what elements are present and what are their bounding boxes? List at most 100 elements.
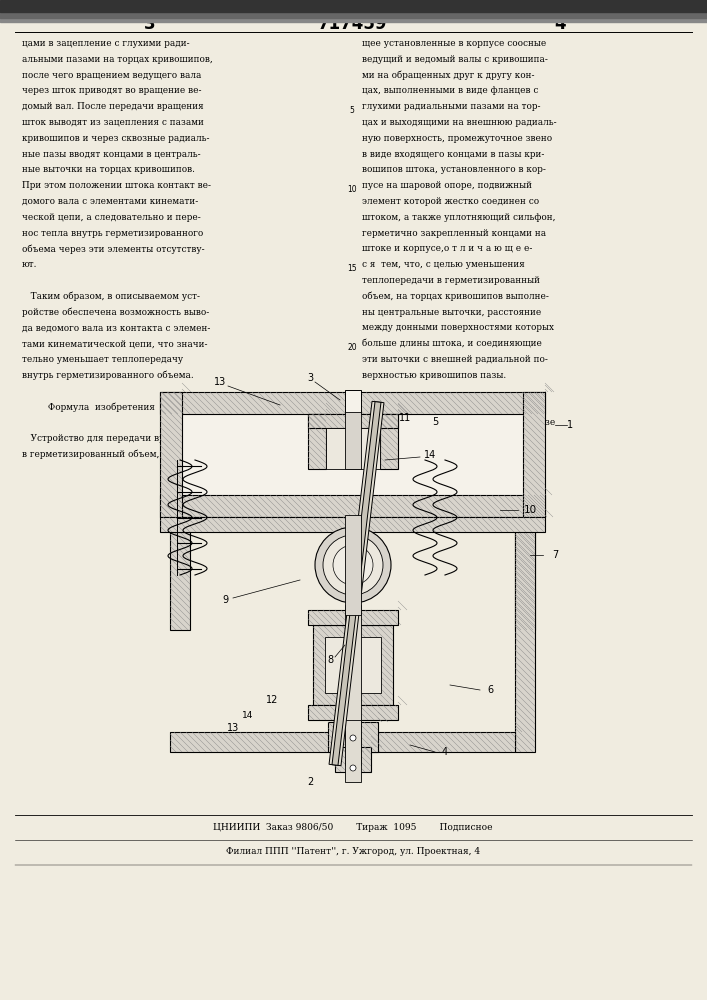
Text: в герметизированный объем, содержа-: в герметизированный объем, содержа- — [22, 450, 206, 459]
Text: ную поверхность, промежуточное звено: ную поверхность, промежуточное звено — [362, 134, 552, 143]
Polygon shape — [329, 401, 384, 766]
Text: глухими радиальными пазами на тор-: глухими радиальными пазами на тор- — [362, 102, 540, 111]
Text: Таким образом, в описываемом уст-: Таким образом, в описываемом уст- — [22, 292, 200, 301]
Text: 5: 5 — [349, 106, 354, 115]
Circle shape — [333, 545, 373, 585]
Text: кл. 74-18.1, 1948 (прототип).: кл. 74-18.1, 1948 (прототип). — [362, 450, 498, 459]
Text: домого вала с элементами кинемати-: домого вала с элементами кинемати- — [22, 197, 198, 206]
Text: элемент которой жестко соединен со: элемент которой жестко соединен со — [362, 197, 539, 206]
Text: ведущий и ведомый валы с кривошипа-: ведущий и ведомый валы с кривошипа- — [362, 55, 548, 64]
Text: альными пазами на торцах кривошипов,: альными пазами на торцах кривошипов, — [22, 55, 213, 64]
Text: 10: 10 — [347, 185, 357, 194]
Text: ют.: ют. — [22, 260, 37, 269]
Text: 8: 8 — [327, 655, 333, 665]
Text: 3: 3 — [307, 373, 313, 383]
Bar — [515, 517, 535, 752]
Text: 9: 9 — [222, 595, 228, 605]
Text: объем, на торцах кривошипов выполне-: объем, на торцах кривошипов выполне- — [362, 292, 549, 301]
Text: Формула  изобретения: Формула изобретения — [22, 402, 155, 412]
Bar — [335, 747, 371, 772]
Text: 13: 13 — [227, 723, 239, 733]
Text: 4: 4 — [554, 15, 566, 33]
Circle shape — [323, 535, 383, 595]
Bar — [160, 517, 545, 532]
Text: ные выточки на торцах кривошипов.: ные выточки на торцах кривошипов. — [22, 165, 195, 174]
Bar — [345, 390, 361, 416]
Text: 717459: 717459 — [318, 15, 387, 33]
Text: Устройство для передачи вращения: Устройство для передачи вращения — [22, 434, 201, 443]
Text: 14: 14 — [243, 712, 254, 720]
Text: 1. Патент США № 2454340,: 1. Патент США № 2454340, — [362, 434, 500, 443]
Text: герметично закрепленный концами на: герметично закрепленный концами на — [362, 229, 546, 238]
Text: цах и выходящими на внешнюю радиаль-: цах и выходящими на внешнюю радиаль- — [362, 118, 556, 127]
Text: объема через эти элементы отсутству-: объема через эти элементы отсутству- — [22, 244, 204, 254]
Bar — [160, 392, 182, 517]
Text: ройстве обеспечена возможность выво-: ройстве обеспечена возможность выво- — [22, 308, 209, 317]
Text: больше длины штока, и соединяющие: больше длины штока, и соединяющие — [362, 339, 542, 348]
Text: 7: 7 — [552, 550, 558, 560]
Bar — [160, 392, 545, 414]
Bar — [515, 532, 535, 630]
Text: штоке и корпусе,о т л и ч а ю щ е е-: штоке и корпусе,о т л и ч а ю щ е е- — [362, 244, 532, 253]
Text: 11: 11 — [399, 413, 411, 423]
Text: после чего вращением ведущего вала: после чего вращением ведущего вала — [22, 71, 201, 80]
Text: 4: 4 — [442, 747, 448, 757]
Bar — [160, 495, 545, 517]
Text: 15: 15 — [347, 264, 357, 273]
Bar — [308, 414, 398, 428]
Bar — [345, 605, 361, 765]
Text: 14: 14 — [424, 450, 436, 460]
Circle shape — [350, 765, 356, 771]
Text: цах, выполненными в виде фланцев с: цах, выполненными в виде фланцев с — [362, 86, 538, 95]
Bar — [345, 720, 361, 782]
Bar — [380, 414, 398, 469]
Text: шток выводят из зацепления с пазами: шток выводят из зацепления с пазами — [22, 118, 204, 127]
Text: вошипов штока, установленного в кор-: вошипов штока, установленного в кор- — [362, 165, 546, 174]
Text: 20: 20 — [347, 343, 357, 352]
Text: тами кинематической цепи, что значи-: тами кинематической цепи, что значи- — [22, 339, 207, 348]
Bar — [0, 0, 707, 12]
Text: принятые во внимание при экспертизе: принятые во внимание при экспертизе — [362, 418, 555, 427]
Text: да ведомого вала из контакта с элемен-: да ведомого вала из контакта с элемен- — [22, 323, 211, 332]
Circle shape — [350, 735, 356, 741]
Text: При этом положении штока контакт ве-: При этом положении штока контакт ве- — [22, 181, 211, 190]
Text: между донными поверхностями которых: между донными поверхностями которых — [362, 323, 554, 332]
Bar — [0, 16, 707, 22]
Bar — [325, 637, 381, 693]
Text: 2: 2 — [307, 777, 313, 787]
Text: 13: 13 — [214, 377, 226, 387]
Text: кривошипов и через сквозные радиаль-: кривошипов и через сквозные радиаль- — [22, 134, 209, 143]
Text: 12: 12 — [266, 695, 278, 705]
Bar — [328, 722, 378, 752]
Text: 6: 6 — [487, 685, 493, 695]
Text: нос тепла внутрь герметизированного: нос тепла внутрь герметизированного — [22, 229, 203, 238]
Text: Источники информации,: Источники информации, — [362, 402, 505, 411]
Bar — [345, 515, 361, 615]
Text: 25: 25 — [347, 422, 357, 431]
Bar — [0, 10, 707, 18]
Text: 1: 1 — [567, 420, 573, 430]
Text: 5: 5 — [432, 417, 438, 427]
Text: ны центральные выточки, расстояние: ны центральные выточки, расстояние — [362, 308, 542, 317]
Text: домый вал. После передачи вращения: домый вал. После передачи вращения — [22, 102, 204, 111]
Text: эти выточки с внешней радиальной по-: эти выточки с внешней радиальной по- — [362, 355, 548, 364]
Text: пусе на шаровой опоре, подвижный: пусе на шаровой опоре, подвижный — [362, 181, 532, 190]
Text: 10: 10 — [523, 505, 537, 515]
Bar — [313, 625, 393, 705]
Bar — [170, 532, 190, 630]
Text: тельно уменьшает теплопередачу: тельно уменьшает теплопередачу — [22, 355, 183, 364]
Circle shape — [315, 527, 391, 603]
Text: верхностью кривошипов пазы.: верхностью кривошипов пазы. — [362, 371, 506, 380]
Text: цами в зацепление с глухими ради-: цами в зацепление с глухими ради- — [22, 39, 189, 48]
Text: теплопередачи в герметизированный: теплопередачи в герметизированный — [362, 276, 540, 285]
Text: ные пазы вводят концами в централь-: ные пазы вводят концами в централь- — [22, 150, 201, 159]
Text: Филиал ППП ''Патент'', г. Ужгород, ул. Проектная, 4: Филиал ППП ''Патент'', г. Ужгород, ул. П… — [226, 848, 480, 856]
Text: штоком, а также уплотняющий сильфон,: штоком, а также уплотняющий сильфон, — [362, 213, 556, 222]
Text: 3: 3 — [144, 15, 156, 33]
Bar — [308, 705, 398, 720]
Bar — [326, 428, 380, 469]
Bar — [170, 732, 515, 752]
Polygon shape — [332, 402, 381, 765]
Bar — [308, 610, 398, 625]
Text: в виде входящего концами в пазы кри-: в виде входящего концами в пазы кри- — [362, 150, 544, 159]
